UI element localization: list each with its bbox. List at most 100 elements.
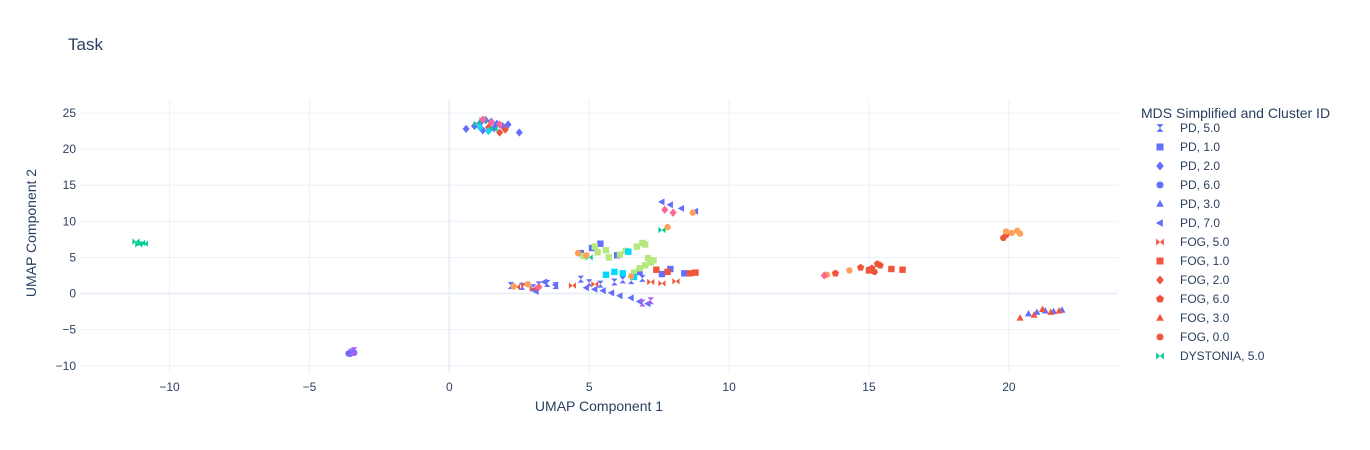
data-point bbox=[672, 278, 680, 285]
data-point bbox=[490, 125, 498, 133]
data-point bbox=[627, 273, 635, 280]
data-point bbox=[599, 287, 606, 295]
legend-entry-label: PD, 3.0 bbox=[1180, 197, 1220, 211]
legend-marker bbox=[1156, 124, 1164, 132]
data-point bbox=[583, 252, 590, 259]
data-point bbox=[496, 128, 504, 137]
data-point bbox=[865, 266, 873, 273]
data-point bbox=[856, 263, 865, 271]
data-point bbox=[647, 297, 654, 305]
data-point bbox=[582, 284, 589, 292]
legend-entry-label: DYSTONIA, 5.0 bbox=[1180, 349, 1265, 363]
data-point bbox=[1002, 228, 1010, 235]
data-point bbox=[132, 238, 140, 245]
chart-title: Task bbox=[68, 35, 103, 54]
legend-entry-label: PD, 5.0 bbox=[1180, 121, 1220, 135]
data-point bbox=[568, 282, 576, 289]
data-point bbox=[636, 265, 643, 272]
legend-marker bbox=[1156, 199, 1164, 207]
data-point bbox=[820, 271, 828, 280]
legend-marker bbox=[1156, 352, 1164, 360]
data-point bbox=[627, 294, 634, 302]
y-tick-label: −5 bbox=[62, 323, 76, 337]
data-point bbox=[529, 285, 537, 292]
data-point bbox=[1055, 307, 1063, 314]
data-point bbox=[487, 118, 495, 127]
data-point bbox=[574, 249, 582, 257]
data-point bbox=[515, 128, 523, 137]
data-point bbox=[597, 280, 604, 288]
data-point bbox=[641, 262, 649, 269]
data-point bbox=[607, 289, 615, 297]
y-tick-label: 20 bbox=[63, 142, 77, 156]
data-point bbox=[689, 209, 696, 216]
x-tick-label: 15 bbox=[862, 380, 876, 394]
data-point bbox=[658, 280, 666, 287]
data-point bbox=[658, 270, 666, 278]
y-tick-label: 10 bbox=[63, 214, 77, 228]
data-point bbox=[585, 254, 593, 261]
y-tick-label: 0 bbox=[69, 287, 76, 301]
data-point bbox=[496, 120, 504, 129]
data-point bbox=[664, 223, 671, 231]
data-point bbox=[350, 347, 358, 355]
data-point bbox=[602, 271, 610, 278]
x-axis-title: UMAP Component 1 bbox=[535, 398, 663, 414]
data-point bbox=[616, 292, 623, 300]
legend-marker bbox=[1156, 275, 1164, 285]
data-point bbox=[647, 278, 655, 286]
data-point bbox=[590, 285, 598, 293]
data-point bbox=[1030, 311, 1038, 318]
data-point bbox=[530, 284, 537, 292]
legend-marker bbox=[1156, 143, 1164, 151]
data-point bbox=[510, 283, 517, 290]
data-point bbox=[605, 254, 612, 261]
legend-entry-label: PD, 1.0 bbox=[1180, 140, 1220, 154]
data-point bbox=[658, 198, 665, 206]
grid-lines bbox=[80, 100, 1118, 373]
data-point bbox=[1016, 314, 1024, 321]
data-point bbox=[1047, 308, 1055, 315]
data-point bbox=[641, 241, 649, 248]
legend-marker bbox=[1156, 161, 1164, 171]
data-point bbox=[619, 270, 626, 277]
legend-entry-label: FOG, 6.0 bbox=[1180, 292, 1230, 306]
x-tick-label: 20 bbox=[1002, 380, 1016, 394]
data-point bbox=[633, 243, 640, 250]
data-point bbox=[677, 204, 685, 212]
data-point bbox=[540, 278, 548, 286]
data-point bbox=[681, 270, 688, 277]
y-axis-title: UMAP Component 2 bbox=[23, 169, 39, 297]
data-point bbox=[831, 269, 840, 277]
legend-marker bbox=[1156, 257, 1164, 265]
data-point bbox=[524, 280, 531, 288]
data-point bbox=[597, 240, 604, 247]
legend: MDS Simplified and Cluster ID PD, 5.0 PD,… bbox=[1141, 105, 1330, 363]
legend-entry-label: FOG, 1.0 bbox=[1180, 254, 1230, 268]
data-point bbox=[846, 267, 853, 274]
data-point bbox=[535, 282, 543, 292]
y-tick-label: 15 bbox=[63, 178, 77, 192]
y-tick-label: −10 bbox=[56, 359, 77, 373]
data-point bbox=[666, 201, 673, 209]
data-point bbox=[140, 240, 148, 247]
x-tick-label: 5 bbox=[586, 380, 593, 394]
data-point bbox=[644, 300, 651, 308]
data-point bbox=[899, 266, 906, 273]
data-point bbox=[479, 115, 487, 124]
x-tick-label: 0 bbox=[446, 380, 453, 394]
legend-entry-label: FOG, 0.0 bbox=[1180, 330, 1230, 344]
legend-marker bbox=[1156, 181, 1164, 189]
data-point bbox=[653, 266, 660, 273]
legend-marker bbox=[1156, 238, 1164, 246]
y-tick-label: 25 bbox=[63, 106, 77, 120]
legend-title: MDS Simplified and Cluster ID bbox=[1141, 105, 1330, 121]
data-point bbox=[551, 281, 559, 289]
data-point bbox=[1024, 309, 1032, 317]
legend-entry-label: PD, 2.0 bbox=[1180, 159, 1220, 173]
y-tick-label: 5 bbox=[69, 250, 76, 264]
data-point bbox=[619, 276, 626, 284]
data-point bbox=[611, 278, 618, 286]
data-points bbox=[132, 115, 1066, 358]
x-tick-labels: −10 −5 0 5 10 15 20 bbox=[159, 380, 1016, 394]
